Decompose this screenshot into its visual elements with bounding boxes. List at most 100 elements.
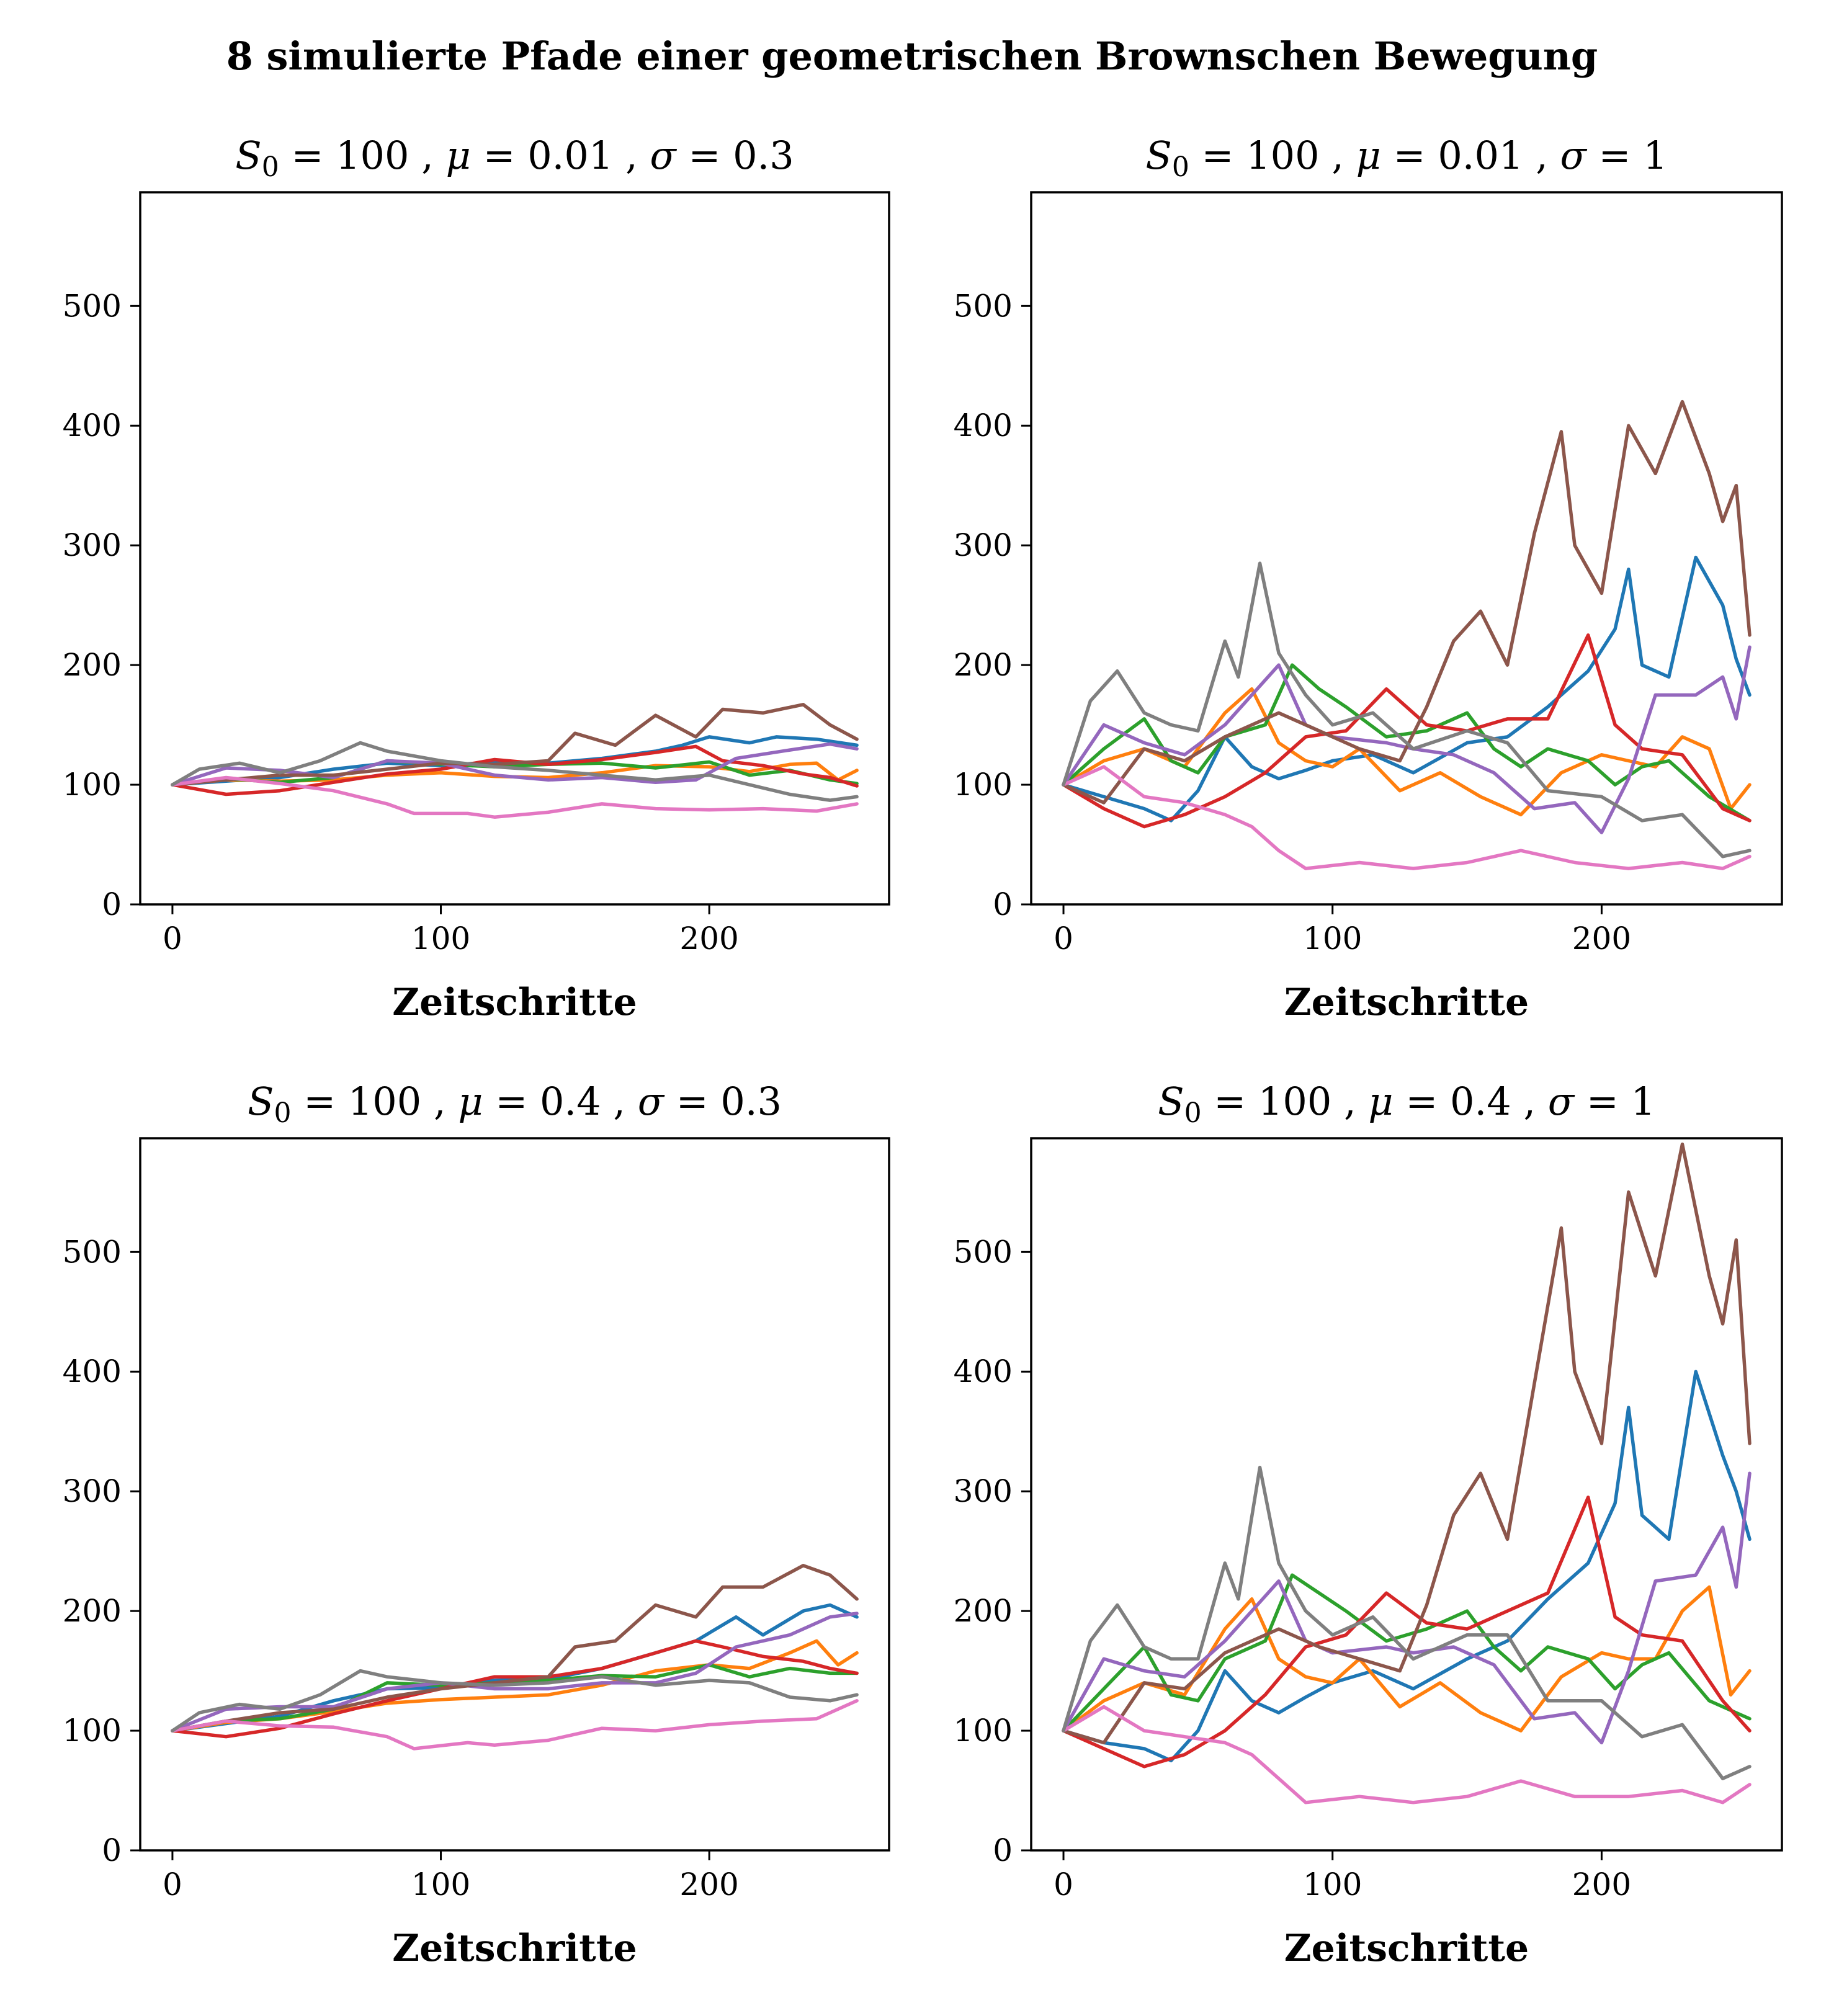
plot-frame: [139, 191, 890, 906]
chart-title-part: = 100 ,: [1202, 1079, 1369, 1124]
series-line-4: [171, 1639, 859, 1739]
chart-title-part: σ: [1560, 133, 1588, 178]
x-tick-label: 100: [1303, 921, 1362, 957]
chart-title: S0 = 100 , μ = 0.01 , σ = 1: [1145, 133, 1667, 183]
chart-title: S0 = 100 , μ = 0.01 , σ = 0.3: [235, 133, 794, 183]
series-line-7: [171, 775, 859, 819]
y-tick-label: 100: [954, 767, 1013, 803]
y-tick-label: 100: [63, 767, 122, 803]
chart-panel-3: S0 = 100 , μ = 0.4 , σ = 0.30 100 20001002…: [63, 1079, 890, 1970]
x-tick-label: 200: [1572, 1867, 1631, 1902]
y-tick-label: 200: [954, 647, 1013, 683]
y-tick-label: 100: [954, 1713, 1013, 1749]
series-group: [1062, 399, 1752, 870]
series-line-6: [171, 703, 859, 787]
y-tick-label: 0: [993, 886, 1013, 922]
series-group: [171, 703, 859, 819]
chart-panel-1: S0 = 100 , μ = 0.01 , σ = 0.30 100 2000100…: [63, 133, 890, 1024]
chart-title-part: μ: [458, 1079, 483, 1124]
series-line-4: [1062, 1496, 1752, 1768]
chart-title-part: = 0.3: [676, 133, 794, 178]
series-line-1: [1062, 1370, 1752, 1763]
x-axis-label: Zeitschritte: [392, 1927, 637, 1970]
chart-title-part: = 100 ,: [1189, 133, 1356, 178]
series-line-5: [1062, 645, 1752, 834]
chart-title-part: σ: [1548, 1079, 1575, 1124]
y-tick-label: 500: [63, 1234, 122, 1270]
y-tick-label: 500: [954, 1234, 1013, 1270]
series-line-5: [171, 742, 859, 787]
chart-title-part: μ: [1368, 1079, 1393, 1124]
plot-frame: [1030, 1137, 1783, 1852]
chart-title-part: S: [235, 133, 261, 178]
y-tick-label: 300: [63, 1473, 122, 1509]
series-line-7: [1062, 765, 1752, 870]
chart-title-part: = 1: [1586, 133, 1668, 178]
series-line-5: [171, 1612, 859, 1733]
x-tick-label: 0: [1054, 1867, 1073, 1902]
plot-frame: [1030, 191, 1783, 906]
x-tick-label: 200: [1572, 921, 1631, 957]
y-tick-label: 500: [954, 288, 1013, 324]
chart-title-part: σ: [650, 133, 677, 178]
chart-title-part: = 0.01 ,: [1381, 133, 1560, 178]
series-line-5: [1062, 1471, 1752, 1745]
y-tick-label: 500: [63, 288, 122, 324]
chart-title: S0 = 100 , μ = 0.4 , σ = 1: [1158, 1079, 1655, 1129]
chart-title-part: = 0.4 ,: [1394, 1079, 1548, 1124]
chart-title-part: 0: [1184, 1097, 1202, 1129]
series-line-7: [171, 1699, 859, 1751]
x-tick-label: 0: [163, 1867, 182, 1902]
chart-title-part: S: [1145, 133, 1171, 178]
series-line-6: [171, 1564, 859, 1733]
series-line-6: [1062, 1142, 1752, 1745]
x-axis-label: Zeitschritte: [1284, 981, 1529, 1024]
chart-panel-2: S0 = 100 , μ = 0.01 , σ = 10 100 200010020…: [954, 133, 1783, 1024]
y-tick-label: 200: [954, 1593, 1013, 1629]
series-line-3: [171, 1663, 859, 1733]
series-line-3: [1062, 1573, 1752, 1733]
series-group: [171, 1564, 859, 1751]
chart-title-part: = 1: [1574, 1079, 1655, 1124]
chart-title-part: = 0.4 ,: [483, 1079, 638, 1124]
x-tick-label: 200: [679, 1867, 738, 1902]
chart-title-part: = 0.01 ,: [471, 133, 650, 178]
y-tick-label: 0: [102, 1832, 122, 1868]
series-line-8: [1062, 561, 1752, 859]
chart-title-part: 0: [1172, 151, 1189, 183]
y-tick-label: 200: [63, 1593, 122, 1629]
x-tick-label: 200: [679, 921, 738, 957]
series-line-8: [171, 1669, 859, 1733]
chart-title-part: = 100 ,: [279, 133, 446, 178]
y-tick-label: 400: [63, 1354, 122, 1389]
series-group: [1062, 1142, 1752, 1804]
y-tick-label: 300: [954, 1473, 1013, 1509]
series-line-8: [1062, 1465, 1752, 1780]
series-line-4: [1062, 633, 1752, 829]
series-line-1: [1062, 555, 1752, 823]
x-tick-label: 100: [411, 921, 470, 957]
chart-title: S0 = 100 , μ = 0.4 , σ = 0.3: [248, 1079, 782, 1129]
y-tick-label: 0: [102, 886, 122, 922]
chart-title-part: = 0.3: [664, 1079, 782, 1124]
series-line-6: [1062, 399, 1752, 805]
x-axis-label: Zeitschritte: [1284, 1927, 1529, 1970]
chart-title-part: 0: [262, 151, 279, 183]
series-line-2: [1062, 1585, 1752, 1733]
y-tick-label: 400: [954, 408, 1013, 444]
plot-frame: [139, 1137, 890, 1852]
chart-title-part: = 100 ,: [291, 1079, 458, 1124]
chart-title-part: σ: [638, 1079, 665, 1124]
series-line-8: [171, 741, 859, 802]
y-tick-label: 100: [63, 1713, 122, 1749]
x-tick-label: 100: [1303, 1867, 1362, 1902]
chart-panel-4: S0 = 100 , μ = 0.4 , σ = 10 100 2000100200…: [954, 1079, 1783, 1970]
x-axis-label: Zeitschritte: [392, 981, 637, 1024]
y-tick-label: 400: [63, 408, 122, 444]
y-tick-label: 200: [63, 647, 122, 683]
chart-title-part: S: [248, 1079, 274, 1124]
y-tick-label: 300: [954, 527, 1013, 563]
chart-title-part: 0: [274, 1097, 291, 1129]
y-tick-label: 300: [63, 527, 122, 563]
